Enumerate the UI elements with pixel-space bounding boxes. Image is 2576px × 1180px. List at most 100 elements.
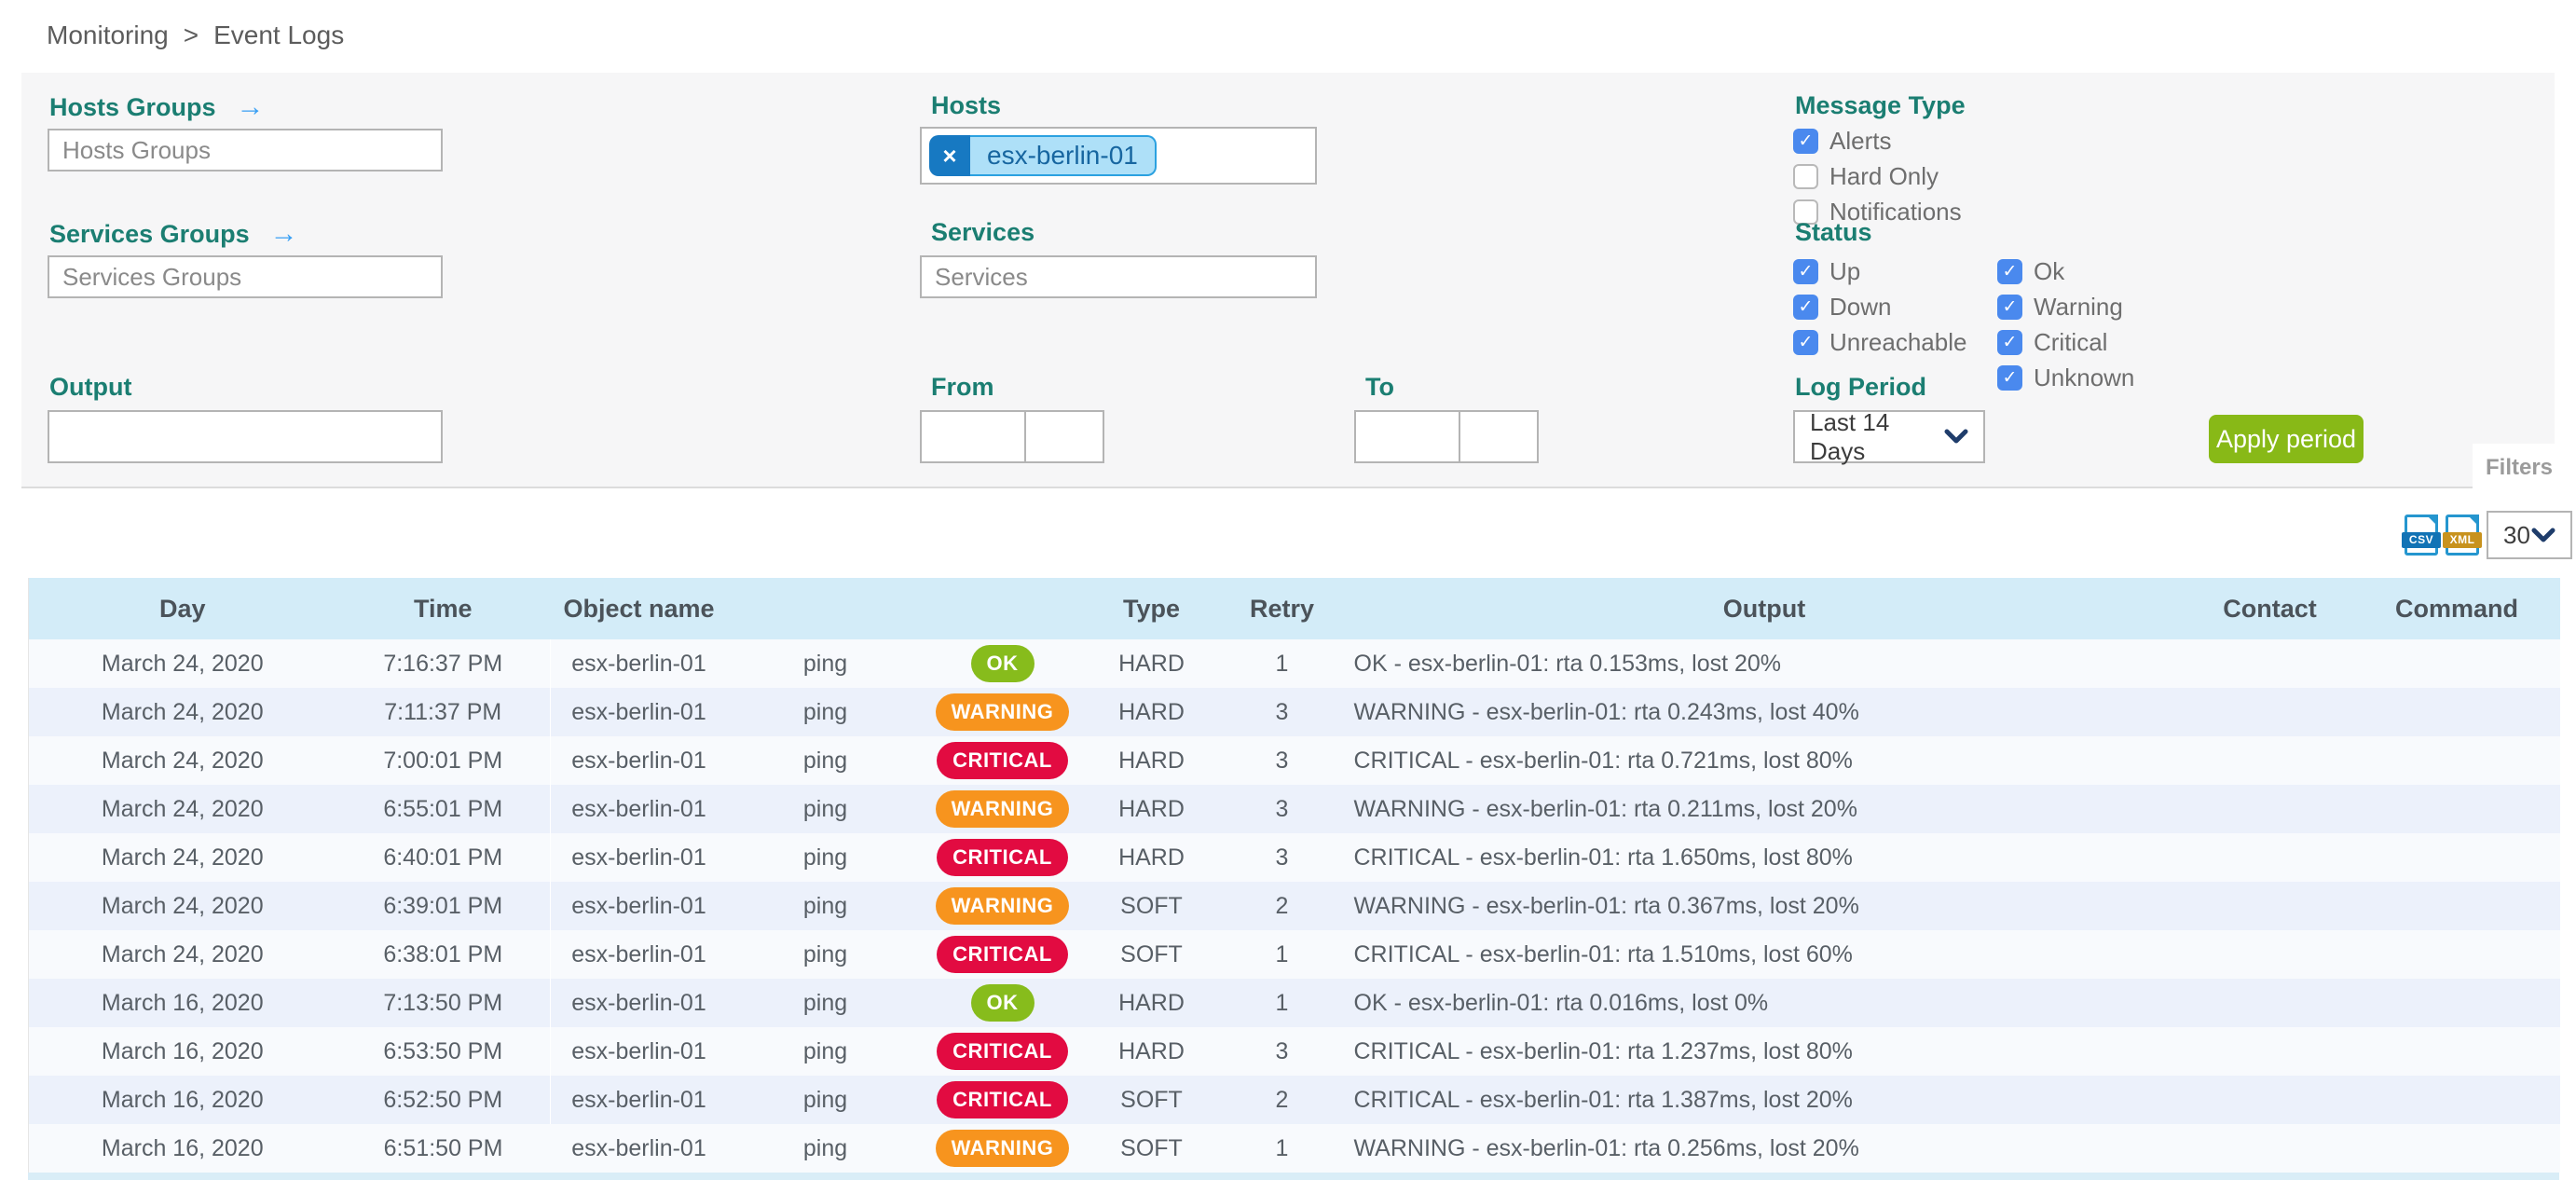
cell-object: esx-berlin-01: [571, 989, 706, 1016]
cell-retry: 3: [1275, 1037, 1289, 1064]
cell-state-type: HARD: [1118, 844, 1185, 871]
status-badge: WARNING: [935, 887, 1070, 925]
checkbox-hard-only[interactable]: Hard Only: [1793, 162, 1962, 191]
cell-state-type: SOFT: [1120, 892, 1183, 919]
cell-contact: [2186, 930, 2354, 979]
export-csv-icon[interactable]: CSV: [2402, 515, 2441, 556]
cell-service: ping: [802, 940, 848, 967]
cell-command: [2354, 1027, 2560, 1076]
hosts-input[interactable]: × esx-berlin-01: [920, 127, 1317, 185]
breadcrumb: Monitoring > Event Logs: [47, 21, 344, 50]
checkbox-label: Warning: [2034, 293, 2123, 321]
col-header-object-name: Object name: [550, 578, 728, 639]
cell-state-type: HARD: [1118, 795, 1185, 822]
cell-command: [2354, 979, 2560, 1027]
checked-checkbox-icon[interactable]: ✓: [1997, 365, 2022, 391]
event-log-table: Day Time Object name Type Retry Output C…: [28, 578, 2560, 1173]
status-label: Status: [1795, 218, 1872, 246]
apply-period-button[interactable]: Apply period: [2209, 415, 2364, 463]
cell-output: OK - esx-berlin-01: rta 0.016ms, lost 0%: [1353, 989, 1769, 1016]
checkbox-warning[interactable]: ✓ Warning: [1997, 293, 2134, 322]
cell-command: [2354, 688, 2560, 736]
unchecked-checkbox-icon[interactable]: [1793, 164, 1818, 189]
cell-day: March 24, 2020: [101, 650, 264, 677]
table-header-row: Day Time Object name Type Retry Output C…: [28, 578, 2560, 639]
page-size-select[interactable]: 30: [2487, 511, 2572, 559]
cell-output: CRITICAL - esx-berlin-01: rta 1.510ms, l…: [1353, 940, 1853, 967]
cell-retry: 1: [1275, 1134, 1289, 1161]
cell-contact: [2186, 639, 2354, 688]
from-date-input[interactable]: [920, 410, 1026, 463]
checkbox-ok[interactable]: ✓ Ok: [1997, 257, 2134, 286]
cell-status: CRITICAL: [924, 930, 1082, 979]
cell-command: [2354, 833, 2560, 882]
export-toolbar: CSV XML 30: [2402, 511, 2572, 559]
cell-service: ping: [802, 698, 848, 725]
filters-tab[interactable]: Filters: [2473, 444, 2566, 492]
cell-output: WARNING - esx-berlin-01: rta 0.256ms, lo…: [1353, 1134, 1859, 1161]
services-groups-goto-icon[interactable]: →: [269, 218, 298, 249]
cell-day: March 16, 2020: [101, 989, 264, 1016]
status-badge: CRITICAL: [937, 742, 1068, 779]
cell-object: esx-berlin-01: [571, 1086, 706, 1113]
next-row-clipped: [28, 1173, 2559, 1180]
checked-checkbox-icon[interactable]: ✓: [1793, 259, 1818, 284]
hosts-groups-goto-icon[interactable]: →: [236, 91, 265, 122]
cell-day: March 24, 2020: [101, 747, 264, 774]
checkbox-unknown[interactable]: ✓ Unknown: [1997, 364, 2134, 392]
cell-day: March 24, 2020: [101, 795, 264, 822]
checked-checkbox-icon[interactable]: ✓: [1793, 330, 1818, 355]
breadcrumb-event-logs[interactable]: Event Logs: [213, 21, 345, 49]
checked-checkbox-icon[interactable]: ✓: [1997, 295, 2022, 320]
cell-command: [2354, 1124, 2560, 1173]
remove-host-chip-button[interactable]: ×: [929, 135, 970, 176]
cell-time: 7:13:50 PM: [383, 989, 503, 1016]
cell-service: ping: [802, 1086, 848, 1113]
services-groups-input[interactable]: [48, 255, 443, 298]
cell-day: March 16, 2020: [101, 1037, 264, 1064]
cell-service: ping: [802, 650, 848, 677]
checked-checkbox-icon[interactable]: ✓: [1793, 295, 1818, 320]
cell-status: CRITICAL: [924, 736, 1082, 785]
unchecked-checkbox-icon[interactable]: [1793, 199, 1818, 225]
checkbox-up[interactable]: ✓ Up: [1793, 257, 1966, 286]
checked-checkbox-icon[interactable]: ✓: [1997, 259, 2022, 284]
checked-checkbox-icon[interactable]: ✓: [1793, 129, 1818, 154]
cell-service: ping: [802, 844, 848, 871]
output-input[interactable]: [48, 410, 443, 463]
log-period-select[interactable]: Last 14 Days: [1793, 408, 1985, 465]
status-badge: WARNING: [935, 790, 1070, 828]
from-time-input[interactable]: [1024, 410, 1104, 463]
cell-state-type: SOFT: [1120, 940, 1183, 967]
cell-command: [2354, 930, 2560, 979]
table-row: March 24, 2020 7:11:37 PM esx-berlin-01 pin…: [28, 688, 2560, 736]
hosts-groups-input[interactable]: [48, 129, 443, 172]
checkbox-alerts[interactable]: ✓ Alerts: [1793, 127, 1962, 156]
cell-day: March 24, 2020: [101, 892, 264, 919]
checkbox-unreachable[interactable]: ✓ Unreachable: [1793, 328, 1966, 357]
breadcrumb-monitoring[interactable]: Monitoring: [47, 21, 169, 49]
status-badge: CRITICAL: [937, 1081, 1068, 1118]
cell-contact: [2186, 1124, 2354, 1173]
breadcrumb-separator: >: [183, 21, 199, 49]
cell-time: 6:38:01 PM: [383, 940, 503, 967]
checkbox-notifications[interactable]: Notifications: [1793, 198, 1962, 226]
checkbox-label: Down: [1829, 293, 1892, 321]
cell-time: 6:51:50 PM: [383, 1134, 503, 1161]
filter-panel: Hosts Groups → Services Groups → Output …: [21, 73, 2566, 492]
col-header-retry: Retry: [1221, 578, 1343, 639]
services-input[interactable]: [920, 255, 1317, 298]
cell-state-type: SOFT: [1120, 1086, 1183, 1113]
table-row: March 24, 2020 7:00:01 PM esx-berlin-01 pin…: [28, 736, 2560, 785]
cell-retry: 3: [1275, 747, 1289, 774]
cell-retry: 2: [1275, 892, 1289, 919]
services-groups-label: Services Groups →: [49, 218, 298, 249]
hosts-label: Hosts: [931, 91, 1002, 119]
to-date-input[interactable]: [1354, 410, 1460, 463]
to-time-input[interactable]: [1459, 410, 1539, 463]
checkbox-critical[interactable]: ✓ Critical: [1997, 328, 2134, 357]
checked-checkbox-icon[interactable]: ✓: [1997, 330, 2022, 355]
checkbox-down[interactable]: ✓ Down: [1793, 293, 1966, 322]
export-xml-icon[interactable]: XML: [2443, 515, 2482, 556]
cell-contact: [2186, 882, 2354, 930]
